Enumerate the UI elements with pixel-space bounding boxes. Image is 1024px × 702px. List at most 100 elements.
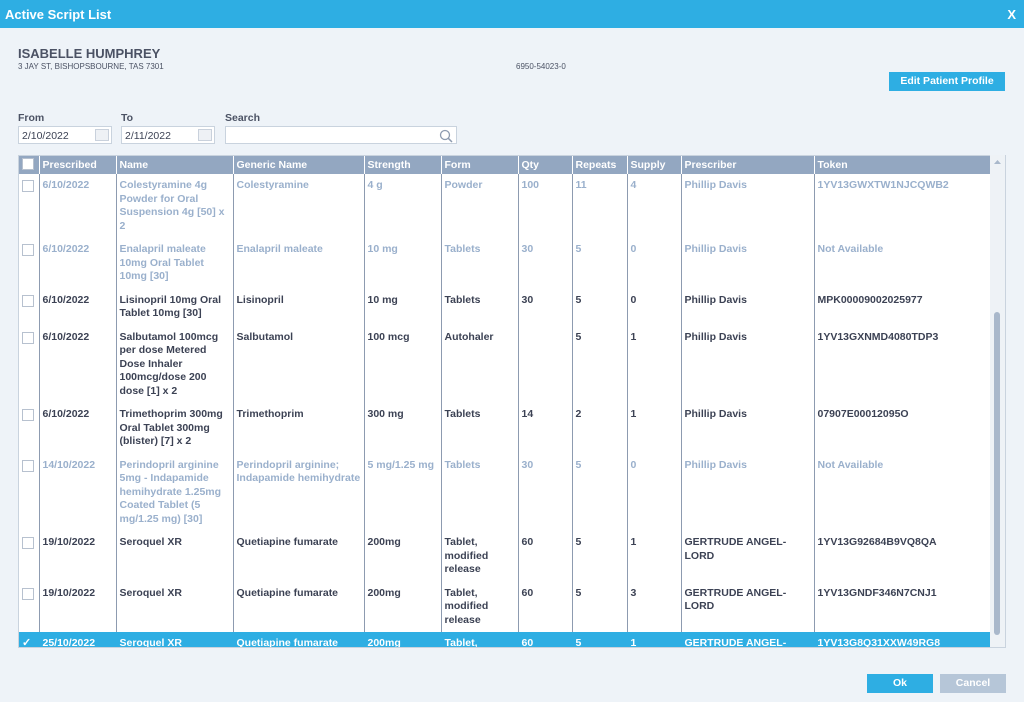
table-cell: 1 [627, 632, 682, 647]
row-checkbox[interactable] [19, 325, 40, 403]
checkbox[interactable] [22, 180, 34, 192]
table-cell: Phillip Davis [681, 325, 815, 403]
table-cell: 0 [627, 238, 682, 289]
row-checkbox[interactable] [19, 174, 40, 238]
table-cell: 14 [518, 403, 573, 454]
checkbox[interactable] [22, 244, 34, 256]
table-cell: Autohaler [441, 325, 519, 403]
table-cell: 300 mg [364, 403, 442, 454]
table-cell: 2 [572, 403, 628, 454]
table-cell: 1 [627, 403, 682, 454]
table-row[interactable]: 6/10/2022 Trimethoprim 300mg Oral Tablet … [19, 403, 992, 454]
column-header[interactable]: Supply [627, 156, 682, 174]
from-input[interactable]: 2/10/2022 [18, 126, 112, 144]
table-row[interactable]: 6/10/2022 Enalapril maleate 10mg Oral Tab… [19, 238, 992, 289]
row-checkbox[interactable] [19, 403, 40, 454]
table-cell: 1YV13GXNMD4080TDP3 [814, 325, 992, 403]
title-bar: Active Script List X [0, 0, 1024, 28]
table-cell: GERTRUDE ANGEL-LORD [681, 632, 815, 647]
column-header[interactable]: Generic Name [233, 156, 365, 174]
table-cell: 60 [518, 531, 573, 582]
column-header[interactable]: Token [814, 156, 992, 174]
table-cell: 30 [518, 288, 573, 326]
checkbox[interactable] [22, 587, 34, 600]
table-cell: Tablet, modified release [441, 531, 519, 582]
header-row: Prescribed Name Generic Name Strength Form Qt… [19, 156, 992, 174]
calendar-icon[interactable] [198, 129, 212, 141]
ok-button[interactable]: Ok [867, 674, 933, 693]
row-checkbox[interactable] [19, 531, 40, 582]
column-header[interactable]: Qty [518, 156, 573, 174]
row-checkbox[interactable] [19, 453, 40, 531]
table-cell: 1YV13GNDF346N7CNJ1 [814, 581, 992, 632]
table-cell: Salbutamol 100mcg per dose Metered Dose … [116, 325, 234, 403]
script-table: Prescribed Name Generic Name Strength Form Qt… [18, 155, 1006, 648]
cancel-button[interactable]: Cancel [940, 674, 1006, 693]
row-checkbox[interactable] [19, 632, 40, 647]
table-row[interactable]: 14/10/2022 Perindopril arginine 5mg - Ind… [19, 453, 992, 531]
table-cell: GERTRUDE ANGEL-LORD [681, 531, 815, 582]
column-header[interactable]: Form [441, 156, 519, 174]
table-cell: Tablets [441, 238, 519, 289]
search-icon [439, 129, 453, 143]
column-header[interactable]: Strength [364, 156, 442, 174]
checkbox[interactable] [22, 294, 34, 307]
table-cell: Phillip Davis [681, 288, 815, 326]
table-cell: 1 [627, 325, 682, 403]
table-cell: Salbutamol [233, 325, 365, 403]
search-input[interactable] [225, 126, 457, 144]
column-header[interactable]: Prescriber [681, 156, 815, 174]
table-row[interactable]: 19/10/2022 Seroquel XR Quetiapine fumarate… [19, 581, 992, 632]
close-button[interactable]: X [1007, 7, 1016, 22]
table-cell: 6/10/2022 [39, 288, 117, 326]
row-checkbox[interactable] [19, 238, 40, 289]
edit-profile-button[interactable]: Edit Patient Profile [889, 72, 1005, 91]
table-cell: 200mg [364, 531, 442, 582]
select-all[interactable] [19, 156, 40, 174]
table-cell: 60 [518, 581, 573, 632]
table-cell: 1YV13G8Q31XXW49RG8 [814, 632, 992, 647]
table-cell: Powder [441, 174, 519, 238]
table-cell: Not Available [814, 453, 992, 531]
table-cell: Seroquel XR [116, 581, 234, 632]
table-cell: GERTRUDE ANGEL-LORD [681, 581, 815, 632]
table-cell: 1YV13GWXTW1NJCQWB2 [814, 174, 992, 238]
scroll-up[interactable] [990, 156, 1005, 168]
search-label: Search [225, 112, 261, 124]
table-cell: 30 [518, 238, 573, 289]
table-row[interactable]: 19/10/2022 Seroquel XR Quetiapine fumarate… [19, 531, 992, 582]
row-checkbox[interactable] [19, 288, 40, 326]
table-cell: Trimethoprim [233, 403, 365, 454]
calendar-icon[interactable] [95, 129, 109, 141]
table-cell: 6/10/2022 [39, 403, 117, 454]
window-title: Active Script List [5, 7, 112, 22]
table-row[interactable]: 6/10/2022 Salbutamol 100mcg per dose Mete… [19, 325, 992, 403]
column-header[interactable]: Prescribed [39, 156, 117, 174]
checkbox[interactable] [22, 331, 34, 344]
checkbox[interactable] [22, 537, 34, 549]
column-header[interactable]: Repeats [572, 156, 628, 174]
table-cell: Seroquel XR [116, 632, 234, 647]
scroll-thumb[interactable] [994, 312, 1000, 635]
checkbox[interactable] [22, 459, 34, 472]
table-row[interactable]: 6/10/2022 Colestyramine 4g Powder for Ora… [19, 174, 992, 238]
checkbox[interactable] [22, 409, 34, 421]
table-cell: Seroquel XR [116, 531, 234, 582]
table-cell: 5 [572, 325, 628, 403]
table-cell: 07907E00012095O [814, 403, 992, 454]
column-header[interactable]: Name [116, 156, 234, 174]
table-row[interactable]: 6/10/2022 Lisinopril 10mg Oral Tablet 10m… [19, 288, 992, 326]
row-checkbox[interactable] [19, 581, 40, 632]
table-cell: 6/10/2022 [39, 174, 117, 238]
table-cell: 1YV13G92684B9VQ8QA [814, 531, 992, 582]
table-cell: Tablets [441, 403, 519, 454]
checkbox[interactable] [22, 638, 32, 647]
table-body: 6/10/2022 Colestyramine 4g Powder for Ora… [19, 174, 992, 647]
table-cell: Colestyramine [233, 174, 365, 238]
table-cell: Quetiapine fumarate [233, 531, 365, 582]
to-input[interactable]: 2/11/2022 [121, 126, 215, 144]
scrollbar[interactable] [990, 155, 1005, 647]
table-cell: 4 [627, 174, 682, 238]
